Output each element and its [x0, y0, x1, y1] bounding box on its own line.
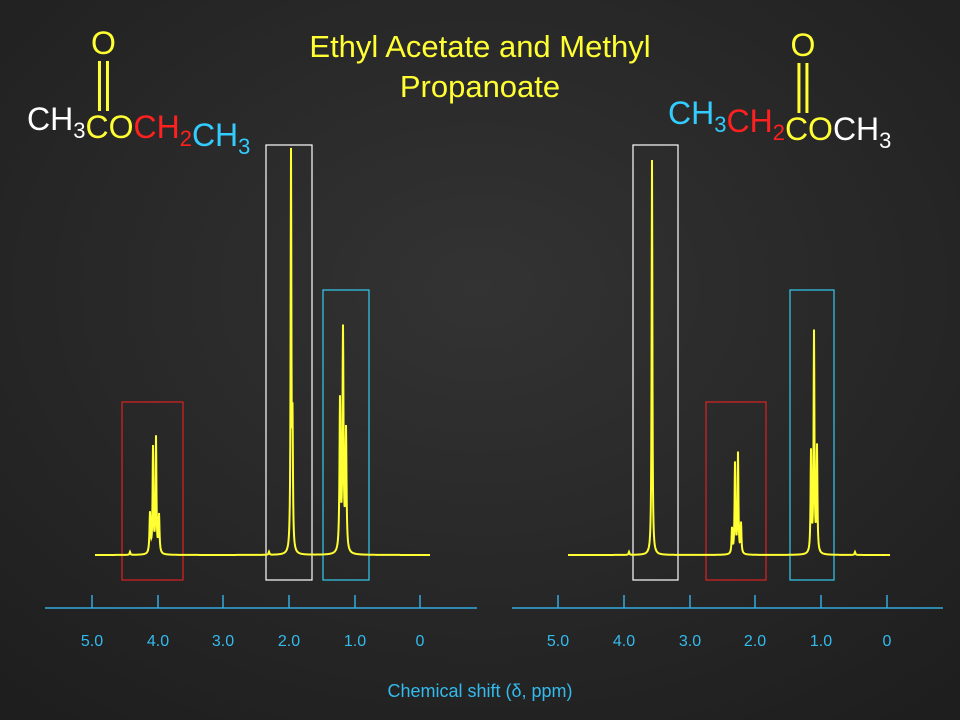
formula-part: CH	[192, 117, 238, 153]
formula: CH3COCH2CH3	[27, 101, 250, 159]
tick-label: 0	[883, 633, 892, 650]
formula-part: CH	[668, 95, 714, 131]
formula-subscript: 3	[714, 112, 726, 137]
tick-label: 1.0	[810, 633, 832, 650]
spectrum	[95, 147, 430, 556]
highlight-box	[705, 401, 767, 581]
tick-label: 2.0	[744, 633, 766, 650]
formula-subscript: 2	[180, 126, 192, 151]
tick-label: 4.0	[147, 633, 169, 650]
tick-label: 1.0	[344, 633, 366, 650]
spectrum	[568, 159, 890, 556]
tick-label: 5.0	[81, 633, 103, 650]
highlight-box	[789, 289, 835, 581]
formula-part: CH	[833, 111, 879, 147]
carbonyl-oxygen: O	[91, 25, 116, 61]
formula-subscript: 3	[73, 118, 85, 143]
tick-label: 2.0	[278, 633, 300, 650]
formula-part: CH	[27, 101, 73, 137]
formula-part: CH	[726, 103, 772, 139]
formula-part: CO	[85, 109, 133, 145]
highlight-box	[265, 144, 313, 581]
highlight-box	[322, 289, 370, 581]
tick-label: 3.0	[679, 633, 701, 650]
tick-label: 5.0	[547, 633, 569, 650]
title-line: Propanoate	[400, 69, 560, 104]
tick-label: 3.0	[212, 633, 234, 650]
formula: CH3CH2COCH3	[668, 95, 891, 153]
formula-part: CH	[133, 109, 179, 145]
highlight-box	[632, 144, 679, 581]
formula-subscript: 3	[238, 134, 250, 159]
formula-subscript: 3	[879, 128, 891, 153]
carbonyl-oxygen: O	[790, 27, 815, 63]
tick-label: 4.0	[613, 633, 635, 650]
formula-part: CO	[785, 111, 833, 147]
axis-label: Chemical shift (δ, ppm)	[387, 681, 572, 701]
formula-subscript: 2	[773, 120, 785, 145]
title-line: Ethyl Acetate and Methyl	[309, 29, 650, 64]
tick-label: 0	[416, 633, 425, 650]
highlight-box	[121, 401, 184, 581]
